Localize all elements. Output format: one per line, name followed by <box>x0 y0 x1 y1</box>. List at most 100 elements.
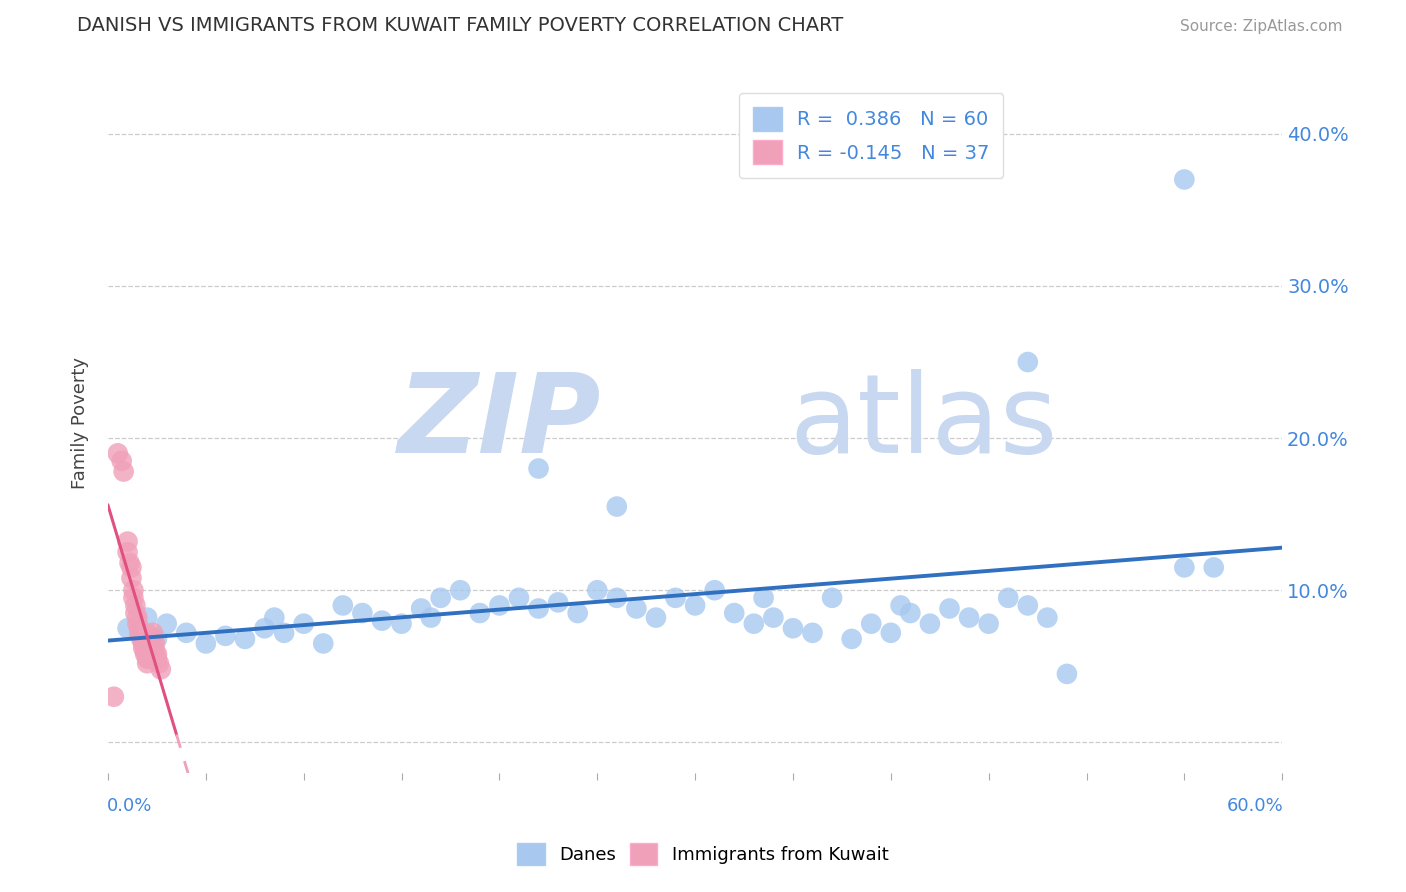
Text: atlas: atlas <box>789 369 1057 476</box>
Point <box>547 595 569 609</box>
Text: ZIP: ZIP <box>398 369 602 476</box>
Point <box>352 606 374 620</box>
Point <box>156 616 179 631</box>
Point <box>292 616 315 631</box>
Text: Source: ZipAtlas.com: Source: ZipAtlas.com <box>1180 20 1343 34</box>
Text: 0.0%: 0.0% <box>107 797 152 815</box>
Point <box>997 591 1019 605</box>
Point <box>111 454 134 468</box>
Point <box>938 601 960 615</box>
Point <box>138 651 160 665</box>
Point <box>508 591 530 605</box>
Point <box>890 599 912 613</box>
Point <box>371 614 394 628</box>
Point <box>752 591 775 605</box>
Point <box>132 640 155 655</box>
Point <box>122 591 145 605</box>
Point <box>139 636 162 650</box>
Point <box>146 632 169 646</box>
Point <box>149 662 172 676</box>
Point <box>134 647 156 661</box>
Point <box>527 461 550 475</box>
Point <box>128 625 150 640</box>
Point <box>148 657 170 671</box>
Y-axis label: Family Poverty: Family Poverty <box>72 357 89 489</box>
Point <box>703 583 725 598</box>
Point <box>122 583 145 598</box>
Point <box>142 632 165 646</box>
Point <box>146 647 169 661</box>
Point <box>142 625 165 640</box>
Point <box>124 606 146 620</box>
Legend: R =  0.386   N = 60, R = -0.145   N = 37: R = 0.386 N = 60, R = -0.145 N = 37 <box>740 93 1004 178</box>
Point <box>683 599 706 613</box>
Point <box>312 636 335 650</box>
Point <box>121 571 143 585</box>
Point <box>880 625 903 640</box>
Point <box>117 621 139 635</box>
Point <box>1202 560 1225 574</box>
Point <box>1017 355 1039 369</box>
Point <box>127 616 149 631</box>
Point <box>138 644 160 658</box>
Point <box>645 610 668 624</box>
Point <box>860 616 883 631</box>
Point <box>194 636 217 650</box>
Point <box>762 610 785 624</box>
Point <box>606 500 628 514</box>
Point <box>606 591 628 605</box>
Point <box>957 610 980 624</box>
Point <box>139 629 162 643</box>
Point <box>918 616 941 631</box>
Point <box>527 601 550 615</box>
Point <box>419 610 441 624</box>
Point <box>1017 599 1039 613</box>
Point <box>273 625 295 640</box>
Point <box>253 621 276 635</box>
Point <box>124 599 146 613</box>
Point <box>567 606 589 620</box>
Point <box>723 606 745 620</box>
Point <box>129 632 152 646</box>
Point <box>742 616 765 631</box>
Point <box>391 616 413 631</box>
Point <box>1173 560 1195 574</box>
Point <box>898 606 921 620</box>
Point <box>121 560 143 574</box>
Point <box>664 591 686 605</box>
Point <box>143 636 166 650</box>
Point <box>821 591 844 605</box>
Point <box>1036 610 1059 624</box>
Point <box>332 599 354 613</box>
Point <box>174 625 197 640</box>
Point <box>449 583 471 598</box>
Point <box>233 632 256 646</box>
Point <box>112 465 135 479</box>
Point <box>488 599 510 613</box>
Point <box>429 591 451 605</box>
Point <box>841 632 863 646</box>
Point <box>586 583 609 598</box>
Point <box>468 606 491 620</box>
Point <box>136 610 159 624</box>
Point <box>626 601 648 615</box>
Point <box>117 534 139 549</box>
Point <box>127 610 149 624</box>
Point <box>118 556 141 570</box>
Point <box>263 610 285 624</box>
Text: 60.0%: 60.0% <box>1226 797 1284 815</box>
Point <box>132 636 155 650</box>
Point <box>136 651 159 665</box>
Point <box>136 657 159 671</box>
Point <box>117 545 139 559</box>
Point <box>1173 172 1195 186</box>
Point <box>782 621 804 635</box>
Point <box>134 644 156 658</box>
Legend: Danes, Immigrants from Kuwait: Danes, Immigrants from Kuwait <box>510 836 896 872</box>
Text: DANISH VS IMMIGRANTS FROM KUWAIT FAMILY POVERTY CORRELATION CHART: DANISH VS IMMIGRANTS FROM KUWAIT FAMILY … <box>77 16 844 35</box>
Point <box>977 616 1000 631</box>
Point <box>107 446 129 460</box>
Point <box>128 621 150 635</box>
Point <box>143 644 166 658</box>
Point <box>1056 666 1078 681</box>
